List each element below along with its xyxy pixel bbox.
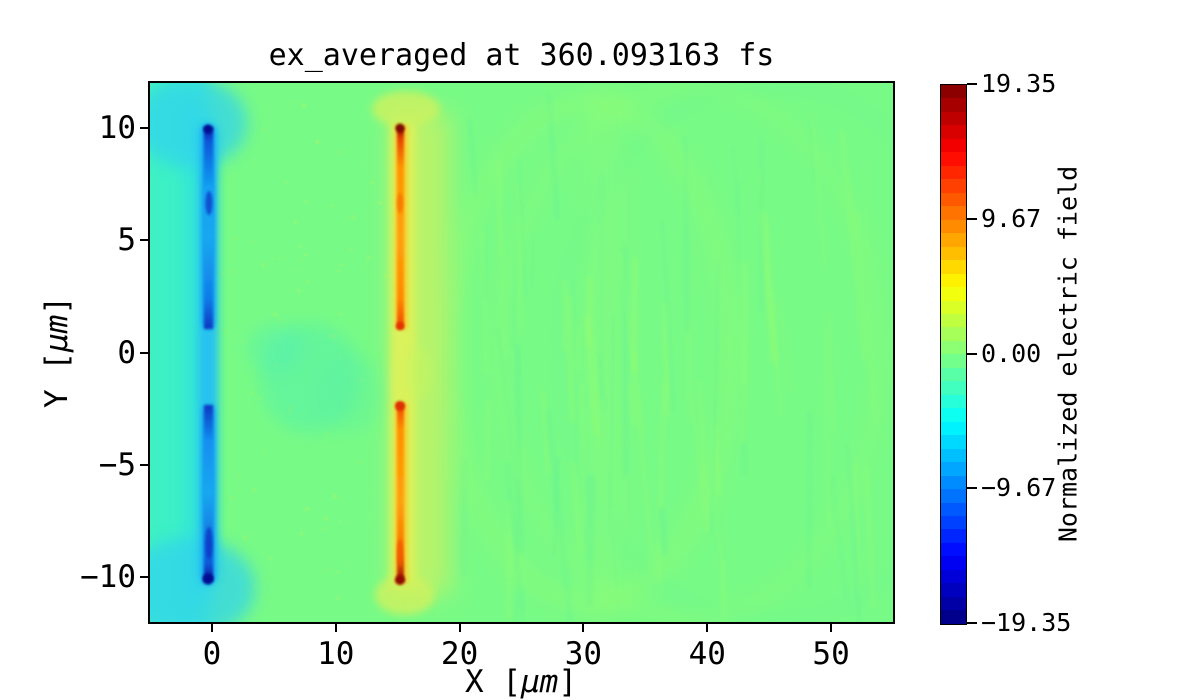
colorbar-band: [941, 85, 966, 99]
colorbar-band: [941, 556, 966, 570]
colorbar-tick-label: −19.35: [981, 608, 1072, 637]
colorbar-band: [941, 596, 966, 611]
colorbar-band: [941, 408, 966, 422]
colorbar-tick-mark: [967, 217, 977, 220]
colorbar-band: [941, 125, 966, 139]
colorbar-band: [941, 569, 966, 584]
positive-sheet-core: [395, 123, 405, 585]
y-tick-mark: [140, 239, 150, 242]
y-tick-mark: [140, 463, 150, 466]
y-tick-label: 10: [98, 109, 136, 146]
x-tick-mark: [210, 622, 213, 632]
colorbar-band: [941, 542, 966, 557]
colorbar-band: [941, 475, 966, 490]
colorbar-band: [941, 502, 966, 516]
colorbar-band: [941, 287, 966, 301]
colorbar-band: [941, 394, 966, 409]
y-tick-label: 5: [117, 222, 136, 259]
colorbar-band: [941, 354, 966, 368]
x-tick-label: 20: [440, 636, 479, 672]
colorbar-band: [941, 273, 966, 288]
colorbar: [940, 84, 967, 625]
colorbar-band: [941, 260, 966, 274]
colorbar-band: [941, 192, 966, 207]
colorbar-tick-mark: [967, 622, 977, 624]
y-tick-label: −5: [98, 446, 136, 483]
colorbar-band: [941, 313, 966, 328]
heatmap-plot: [148, 81, 895, 624]
colorbar-band: [941, 138, 966, 153]
colorbar-tick-mark: [967, 487, 977, 490]
x-tick-label: 40: [688, 636, 726, 672]
colorbar-band: [941, 381, 966, 395]
colorbar-band: [941, 111, 966, 126]
x-tick-mark: [830, 622, 833, 632]
colorbar-band: [941, 165, 966, 180]
y-tick-mark: [140, 126, 150, 129]
x-tick-label: 0: [202, 636, 222, 672]
colorbar-band: [941, 448, 966, 463]
central-mottle: [247, 323, 385, 433]
x-tick-mark: [458, 622, 461, 632]
colorbar-band: [941, 610, 966, 624]
colorbar-band: [941, 421, 966, 436]
x-tick-mark: [706, 622, 709, 632]
x-tick-mark: [334, 622, 337, 632]
colorbar-tick-mark: [967, 352, 977, 355]
y-tick-label: −10: [80, 559, 136, 596]
y-tick-mark: [140, 351, 150, 354]
colorbar-band: [941, 435, 966, 449]
colorbar-band: [941, 367, 966, 382]
negative-sheet-core: [202, 124, 214, 585]
colorbar-band: [941, 516, 966, 530]
y-tick-label: 0: [117, 334, 136, 371]
colorbar-band: [941, 529, 966, 543]
colorbar-tick-label: 19.35: [981, 69, 1057, 98]
x-tick-label: 50: [812, 636, 850, 672]
y-tick-mark: [140, 576, 150, 579]
x-tick-label: 30: [564, 636, 603, 672]
colorbar-band: [941, 489, 966, 503]
colorbar-band: [941, 327, 966, 341]
heatmap-canvas: [150, 83, 893, 622]
colorbar-band: [941, 219, 966, 234]
colorbar-band: [941, 246, 966, 261]
colorbar-tick-label: 0.00: [981, 338, 1042, 368]
colorbar-band: [941, 583, 966, 597]
colorbar-band: [941, 300, 966, 314]
colorbar-band: [941, 179, 966, 193]
colorbar-band: [941, 340, 966, 355]
x-tick-label: 10: [317, 636, 355, 672]
colorbar-tick-mark: [967, 83, 977, 85]
colorbar-tick-label: 9.67: [981, 203, 1042, 233]
colorbar-band: [941, 206, 966, 220]
colorbar-tick-label: −9.67: [981, 473, 1057, 503]
x-tick-mark: [582, 622, 585, 632]
colorbar-band: [941, 152, 966, 166]
colorbar-band: [941, 98, 966, 112]
plot-title: ex_averaged at 360.093163 fs: [268, 38, 775, 73]
colorbar-band: [941, 233, 966, 247]
colorbar-band: [941, 462, 966, 476]
